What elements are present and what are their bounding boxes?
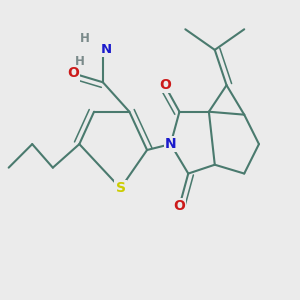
Text: S: S: [116, 181, 126, 195]
Text: H: H: [80, 32, 90, 45]
Text: O: O: [159, 78, 171, 92]
Text: H: H: [74, 55, 84, 68]
Text: N: N: [100, 44, 111, 56]
Text: N: N: [165, 137, 176, 151]
Text: O: O: [68, 66, 80, 80]
Text: O: O: [173, 199, 185, 213]
